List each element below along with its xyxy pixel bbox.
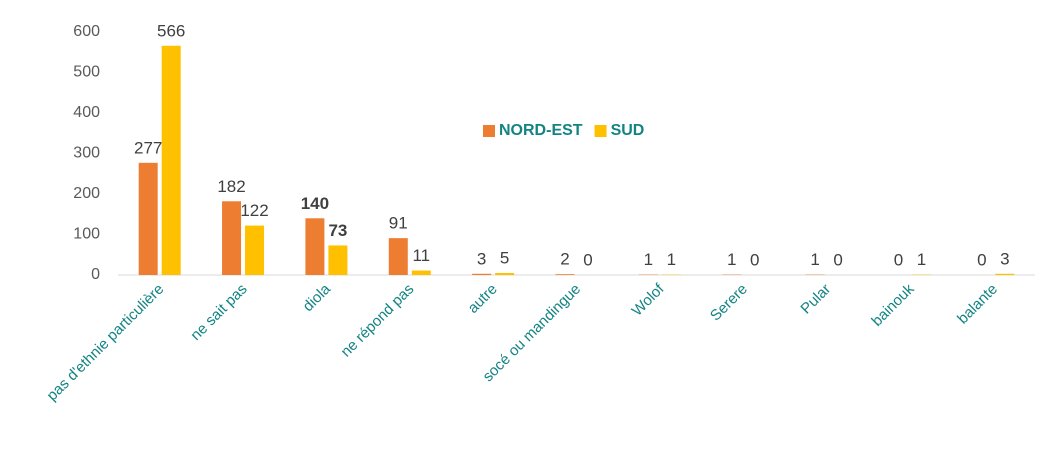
x-tick-label: bainouk xyxy=(868,280,918,330)
x-tick-label: autre xyxy=(465,281,501,317)
x-tick-label: balante xyxy=(954,281,1001,328)
value-label: 5 xyxy=(500,248,509,267)
value-label: 2 xyxy=(560,250,569,269)
value-label: 277 xyxy=(134,138,162,157)
bar xyxy=(555,274,575,275)
bar xyxy=(495,272,515,275)
bar xyxy=(138,162,158,275)
bar xyxy=(328,245,348,275)
value-label: 0 xyxy=(583,250,592,269)
x-tick-label: ne sait pas xyxy=(187,281,250,344)
y-tick-label: 300 xyxy=(73,145,100,162)
value-label: 140 xyxy=(301,194,329,213)
value-label: 91 xyxy=(389,214,408,233)
y-tick-label: 600 xyxy=(73,23,100,40)
legend-label: NORD-EST xyxy=(499,122,583,139)
bar xyxy=(411,270,431,275)
value-label: 0 xyxy=(750,250,759,269)
bar xyxy=(161,45,181,275)
value-label: 1 xyxy=(727,250,736,269)
y-tick-label: 0 xyxy=(91,266,100,283)
value-label: 0 xyxy=(977,250,986,269)
value-label: 11 xyxy=(412,246,430,265)
x-tick-label: Wolof xyxy=(629,280,669,320)
value-label: 3 xyxy=(477,249,486,268)
x-tick-label: diola xyxy=(300,280,335,315)
bar xyxy=(995,273,1015,275)
x-tick-label: Serere xyxy=(707,281,751,325)
x-tick-label: ne répond pas xyxy=(338,281,418,361)
y-tick-label: 200 xyxy=(73,185,100,202)
value-label: 122 xyxy=(240,201,268,220)
x-tick-label: pas d'ethnie particulière xyxy=(44,281,168,405)
value-label: 566 xyxy=(157,21,185,40)
value-label: 1 xyxy=(644,250,653,269)
value-label: 73 xyxy=(328,221,347,240)
legend-swatch xyxy=(483,125,495,137)
value-label: 0 xyxy=(894,250,903,269)
y-tick-label: 400 xyxy=(73,104,100,121)
bar xyxy=(305,218,325,275)
bar xyxy=(472,273,492,275)
y-tick-label: 500 xyxy=(73,64,100,81)
value-label: 182 xyxy=(217,177,245,196)
value-label: 0 xyxy=(833,250,842,269)
legend-label: SUD xyxy=(611,122,645,139)
value-label: 1 xyxy=(917,250,926,269)
legend-swatch xyxy=(594,125,607,137)
bar xyxy=(222,201,242,275)
value-label: 1 xyxy=(667,250,676,269)
bar xyxy=(245,225,265,275)
x-tick-label: Pular xyxy=(797,281,834,318)
y-tick-label: 100 xyxy=(73,226,100,243)
value-label: 3 xyxy=(1000,249,1009,268)
bar xyxy=(388,238,408,275)
value-label: 1 xyxy=(810,250,819,269)
